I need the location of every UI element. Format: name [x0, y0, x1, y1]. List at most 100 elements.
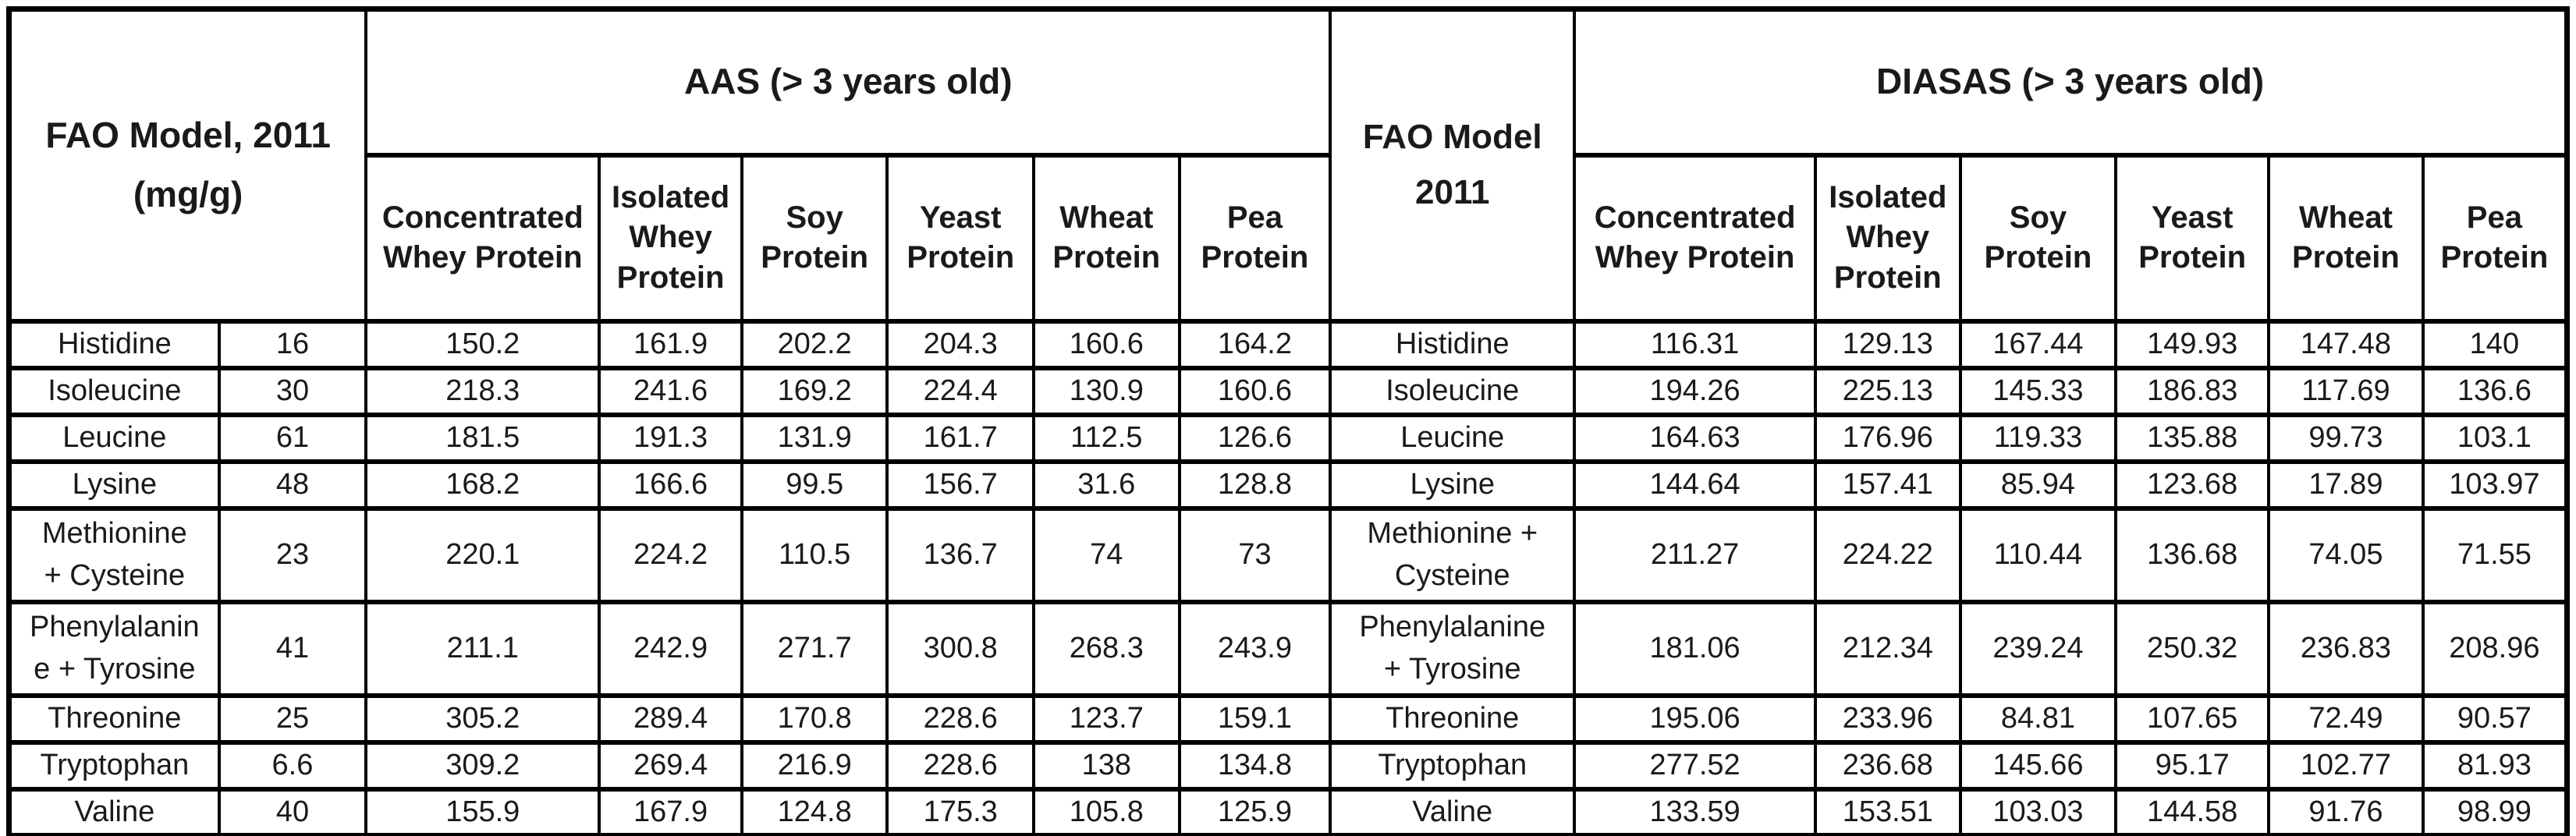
fao-model-left-header: FAO Model, 2011 (mg/g) [7, 6, 368, 324]
aas-value: 242.9 [598, 599, 743, 698]
diasas-col-soy: Soy Protein [1958, 152, 2118, 324]
aas-value: 105.8 [1032, 786, 1181, 836]
amino-acid-name-mid: Phenylalanine + Tyrosine [1329, 599, 1577, 698]
diasas-value: 239.24 [1958, 599, 2118, 698]
diasas-value: 103.97 [2421, 459, 2569, 511]
diasas-group-header: DIASAS (> 3 years old) [1573, 6, 2569, 158]
diasas-col-isolated-whey: Isolated Whey Protein [1814, 152, 1962, 324]
diasas-value: 195.06 [1573, 693, 1818, 745]
diasas-value: 117.69 [2267, 365, 2425, 417]
fao-requirement-value: 40 [217, 786, 368, 836]
diasas-value: 129.13 [1814, 318, 1962, 370]
diasas-value: 277.52 [1573, 739, 1818, 792]
amino-acid-name: Isoleucine [7, 365, 221, 417]
diasas-value: 144.64 [1573, 459, 1818, 511]
fao-requirement-value: 6.6 [217, 739, 368, 792]
diasas-value: 181.06 [1573, 599, 1818, 698]
protein-quality-table: FAO Model, 2011 (mg/g) AAS (> 3 years ol… [6, 6, 2570, 836]
aas-value: 159.1 [1177, 693, 1332, 745]
diasas-value: 233.96 [1814, 693, 1962, 745]
aas-value: 175.3 [885, 786, 1035, 836]
aas-value: 138 [1032, 739, 1181, 792]
aas-value: 202.2 [740, 318, 889, 370]
aas-value: 126.6 [1177, 412, 1332, 464]
aas-group-header: AAS (> 3 years old) [364, 6, 1332, 158]
fao-requirement-value: 30 [217, 365, 368, 417]
diasas-value: 119.33 [1958, 412, 2118, 464]
amino-acid-name-mid: Methionine + Cysteine [1329, 505, 1577, 604]
diasas-value: 208.96 [2421, 599, 2569, 698]
aas-col-wheat: Wheat Protein [1032, 152, 1181, 324]
aas-value: 110.5 [740, 505, 889, 604]
table-body: Histidine 16 150.2 161.9 202.2 204.3 160… [7, 318, 2569, 836]
fao-requirement-value: 23 [217, 505, 368, 604]
amino-acid-name: Lysine [7, 459, 221, 511]
amino-acid-name: Methionine + Cysteine [7, 505, 221, 604]
amino-acid-name: Tryptophan [7, 739, 221, 792]
aas-value: 131.9 [740, 412, 889, 464]
diasas-value: 71.55 [2421, 505, 2569, 604]
amino-acid-name-mid: Histidine [1329, 318, 1577, 370]
diasas-value: 72.49 [2267, 693, 2425, 745]
aas-value: 224.2 [598, 505, 743, 604]
aas-value: 128.8 [1177, 459, 1332, 511]
amino-acid-name: Histidine [7, 318, 221, 370]
diasas-value: 224.22 [1814, 505, 1962, 604]
fao-model-mid-header: FAO Model 2011 [1329, 6, 1577, 324]
fao-requirement-value: 48 [217, 459, 368, 511]
aas-value: 305.2 [364, 693, 601, 745]
aas-value: 228.6 [885, 739, 1035, 792]
diasas-value: 136.6 [2421, 365, 2569, 417]
aas-value: 134.8 [1177, 739, 1332, 792]
aas-value: 167.9 [598, 786, 743, 836]
diasas-value: 84.81 [1958, 693, 2118, 745]
aas-value: 130.9 [1032, 365, 1181, 417]
aas-value: 218.3 [364, 365, 601, 417]
diasas-col-concentrated-whey: Concentrated Whey Protein [1573, 152, 1818, 324]
aas-value: 181.5 [364, 412, 601, 464]
table-row: Phenylalanin e + Tyrosine 41 211.1 242.9… [7, 599, 2569, 698]
aas-value: 224.4 [885, 365, 1035, 417]
aas-value: 123.7 [1032, 693, 1181, 745]
aas-col-soy: Soy Protein [740, 152, 889, 324]
diasas-value: 225.13 [1814, 365, 1962, 417]
diasas-col-wheat: Wheat Protein [2267, 152, 2425, 324]
diasas-value: 144.58 [2114, 786, 2271, 836]
amino-acid-name-mid: Tryptophan [1329, 739, 1577, 792]
diasas-value: 145.66 [1958, 739, 2118, 792]
diasas-value: 194.26 [1573, 365, 1818, 417]
diasas-value: 135.88 [2114, 412, 2271, 464]
aas-value: 204.3 [885, 318, 1035, 370]
aas-value: 271.7 [740, 599, 889, 698]
diasas-value: 95.17 [2114, 739, 2271, 792]
diasas-value: 116.31 [1573, 318, 1818, 370]
aas-value: 168.2 [364, 459, 601, 511]
aas-value: 74 [1032, 505, 1181, 604]
aas-value: 309.2 [364, 739, 601, 792]
aas-value: 155.9 [364, 786, 601, 836]
aas-col-yeast: Yeast Protein [885, 152, 1035, 324]
amino-acid-name-mid: Threonine [1329, 693, 1577, 745]
table-header: FAO Model, 2011 (mg/g) AAS (> 3 years ol… [7, 6, 2569, 324]
group-header-row: FAO Model, 2011 (mg/g) AAS (> 3 years ol… [7, 6, 2569, 324]
diasas-value: 103.03 [1958, 786, 2118, 836]
diasas-col-pea: Pea Protein [2421, 152, 2569, 324]
aas-value: 112.5 [1032, 412, 1181, 464]
diasas-value: 157.41 [1814, 459, 1962, 511]
aas-value: 166.6 [598, 459, 743, 511]
aas-value: 125.9 [1177, 786, 1332, 836]
diasas-value: 123.68 [2114, 459, 2271, 511]
diasas-value: 147.48 [2267, 318, 2425, 370]
amino-acid-name: Leucine [7, 412, 221, 464]
amino-acid-name: Threonine [7, 693, 221, 745]
diasas-value: 164.63 [1573, 412, 1818, 464]
aas-value: 164.2 [1177, 318, 1332, 370]
diasas-value: 99.73 [2267, 412, 2425, 464]
diasas-value: 140 [2421, 318, 2569, 370]
diasas-value: 98.99 [2421, 786, 2569, 836]
table-row: Leucine 61 181.5 191.3 131.9 161.7 112.5… [7, 412, 2569, 464]
aas-value: 99.5 [740, 459, 889, 511]
table-row: Threonine 25 305.2 289.4 170.8 228.6 123… [7, 693, 2569, 745]
diasas-value: 133.59 [1573, 786, 1818, 836]
amino-acid-name-mid: Leucine [1329, 412, 1577, 464]
